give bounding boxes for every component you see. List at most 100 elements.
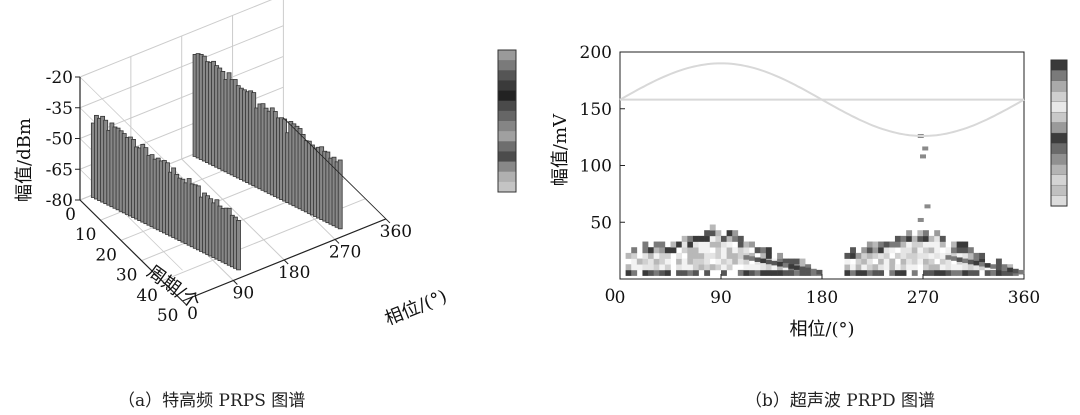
prpd-heat-cell — [1007, 264, 1014, 271]
prpd-heat-cell — [866, 247, 873, 254]
prpd-heat-cell — [872, 252, 879, 259]
prpd-heat-cell — [962, 258, 969, 264]
prpd-heat-cell — [861, 264, 868, 271]
prpd-heat-cell — [721, 252, 727, 259]
prpd-heat-cell — [721, 235, 727, 242]
prpd-heat-cell — [692, 247, 699, 254]
prpd-heat-cell — [721, 247, 727, 254]
prpd-heat-cell — [866, 264, 873, 271]
prpd-y-tick-label: 100 — [580, 157, 612, 177]
prpd-heat-cell — [721, 258, 727, 265]
prpd-heat-cell — [990, 264, 997, 269]
prps-phase-tick-mark — [232, 280, 238, 285]
prpd-heat-cell — [900, 258, 907, 265]
prpd-heat-cell — [917, 247, 924, 254]
prpd-heat-cell — [855, 264, 862, 271]
prpd-heat-cell — [973, 260, 980, 266]
prpd-heat-cell — [939, 258, 946, 265]
prpd-heat-cell — [743, 258, 750, 265]
prpd-heat-cell — [850, 269, 856, 276]
prpd-heat-cell — [631, 269, 638, 276]
prpd-heat-cell — [945, 255, 952, 260]
prps-phase-tick-label: 180 — [278, 263, 310, 283]
prpd-heat-cell — [855, 269, 862, 276]
prpd-heat-cell — [956, 257, 963, 262]
prpd-heat-cell — [692, 269, 699, 276]
prpd-scatter-point — [920, 154, 926, 159]
prpd-x-tick-label: 360 — [1008, 288, 1040, 308]
prpd-y-ticks: 50 100 150 200 0 — [580, 43, 625, 306]
prpd-heat-cell — [979, 264, 986, 271]
prpd-heat-cell — [805, 264, 812, 271]
prpd-heat-cell — [923, 235, 929, 242]
prpd-colorbar-frame — [1050, 59, 1068, 207]
prpd-heat-cell — [743, 241, 750, 248]
prpd-heat-cell — [625, 252, 632, 259]
prpd-heat-cell — [928, 269, 935, 276]
prps-floor-edge — [283, 117, 387, 220]
prpd-heat-cell — [642, 269, 649, 276]
prpd-heat-cell — [889, 269, 896, 276]
prpd-heat-cell — [861, 252, 868, 259]
prpd-heat-cell — [715, 252, 722, 259]
prpd-heat-cell — [816, 269, 823, 275]
prpd-heat-cell — [771, 269, 778, 276]
prpd-heat-cell — [951, 241, 957, 248]
prpd-heat-cell — [900, 241, 907, 248]
prpd-heat-cell — [894, 269, 901, 276]
prpd-heat-cell — [726, 252, 733, 259]
prps-colorbar-cell — [498, 181, 516, 193]
prpd-colorbar-cell — [1050, 164, 1068, 176]
prps-colorbar-cell — [498, 80, 516, 92]
prps-phase-tick-mark — [334, 239, 340, 244]
prpd-heat-cell — [967, 247, 974, 254]
prpd-heat-cell — [749, 256, 755, 261]
prpd-heat-cell — [928, 252, 935, 259]
prpd-heat-cell — [681, 241, 688, 248]
prpd-heat-cell — [749, 252, 755, 259]
prpd-heat-cell — [788, 264, 795, 269]
prpd-heat-cell — [984, 263, 991, 268]
prpd-heat-cell — [878, 252, 885, 259]
prpd-heat-cell — [782, 263, 789, 268]
prpd-heat-cell — [883, 241, 890, 248]
prpd-heat-cell — [771, 264, 778, 271]
prpd-heat-cell — [709, 224, 716, 231]
prpd-heat-cell — [889, 258, 896, 265]
prpd-heat-cell — [754, 247, 761, 254]
prpd-heat-cell — [737, 269, 744, 276]
prps-period-tick-label: 10 — [75, 225, 97, 245]
prpd-heat-cell — [805, 269, 812, 276]
prpd-heat-cell — [715, 241, 722, 248]
prpd-heat-cell — [793, 269, 800, 276]
prps-phase-axis-label: 相位/(°) — [382, 286, 450, 330]
prps-y-tick-label: -35 — [46, 99, 73, 119]
prpd-heat-cell — [732, 230, 739, 237]
prpd-heat-cell — [704, 264, 711, 271]
prpd-heat-cell — [934, 230, 941, 237]
prpd-heat-cell — [923, 269, 929, 276]
prpd-heat-cell — [721, 241, 727, 248]
prpd-heat-cell — [670, 241, 677, 248]
prpd-heat-cell — [934, 247, 941, 254]
prpd-heat-cell — [906, 258, 913, 265]
prps-colorbar-frame — [497, 49, 517, 193]
prpd-heat-cell — [743, 269, 750, 276]
prpd-heat-cell — [906, 241, 913, 248]
prpd-heat-cell — [855, 252, 862, 259]
prpd-heat-cell — [917, 241, 924, 248]
prps-colorbar-cell — [498, 60, 516, 71]
prpd-heat-cell — [692, 241, 699, 248]
prpd-heat-cell — [653, 258, 660, 265]
prpd-heat-cell — [737, 235, 744, 242]
prpd-colorbar-cell — [1050, 91, 1068, 103]
prpd-heat-cell — [648, 264, 654, 271]
prpd-heat-cell — [889, 247, 896, 254]
prpd-heat-cell — [923, 264, 929, 271]
prpd-heat-cell — [934, 235, 941, 242]
prpd-heat-cell — [1007, 267, 1014, 273]
prpd-heat-cell — [760, 252, 767, 259]
prpd-heat-cell — [805, 267, 812, 273]
